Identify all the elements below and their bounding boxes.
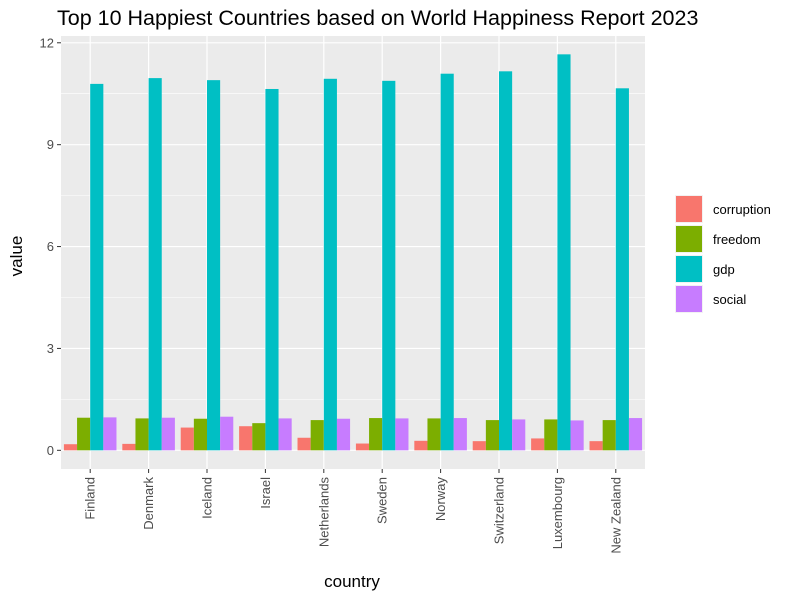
y-axis: 0 3 6 9 12	[40, 35, 61, 458]
x-tick-label: Finland	[83, 477, 98, 520]
legend-swatch-gdp	[676, 256, 702, 282]
legend-swatch-social	[676, 286, 702, 312]
bar-corruption	[180, 427, 194, 451]
bar-gdp	[440, 73, 454, 451]
x-tick-label: Denmark	[141, 477, 156, 530]
bar-freedom	[369, 418, 383, 451]
bar-social	[220, 416, 234, 451]
x-tick-label: Switzerland	[492, 477, 507, 544]
y-tick-label: 12	[40, 35, 54, 50]
bar-freedom	[193, 418, 207, 451]
y-tick-label: 3	[47, 341, 54, 356]
x-tick-label: Sweden	[375, 477, 390, 524]
legend-swatch-corruption	[676, 196, 702, 222]
bar-corruption	[297, 437, 311, 451]
bar-corruption	[472, 441, 486, 451]
bar-freedom	[77, 417, 91, 451]
bar-social	[512, 419, 526, 451]
y-tick-label: 6	[47, 239, 54, 254]
bar-freedom	[602, 420, 616, 451]
bar-corruption	[63, 444, 78, 451]
bar-gdp	[207, 80, 221, 451]
bar-corruption	[589, 441, 603, 451]
bar-corruption	[122, 443, 136, 451]
legend-label-social: social	[713, 292, 746, 307]
legend-label-corruption: corruption	[713, 202, 771, 217]
bar-gdp	[323, 78, 337, 451]
x-tick-label: Netherlands	[316, 477, 331, 548]
bar-corruption	[414, 440, 428, 451]
bar-gdp	[265, 88, 279, 451]
x-axis: Finland Denmark Iceland Israel Netherlands Sw…	[83, 469, 623, 554]
bar-corruption	[531, 438, 545, 451]
bar-freedom	[310, 420, 324, 451]
legend: corruption freedom gdp social	[675, 195, 771, 313]
bars	[63, 54, 643, 451]
bar-gdp	[90, 83, 104, 451]
bar-social	[395, 418, 409, 451]
bar-social	[336, 418, 351, 451]
bar-gdp	[148, 78, 162, 451]
bar-gdp	[499, 71, 513, 451]
x-tick-label: Israel	[258, 477, 273, 509]
y-axis-title: value	[7, 236, 26, 277]
bar-freedom	[485, 420, 499, 451]
bar-freedom	[544, 419, 558, 451]
bar-gdp	[382, 80, 396, 451]
x-tick-label: Iceland	[200, 477, 215, 519]
bar-corruption	[239, 426, 253, 451]
legend-label-freedom: freedom	[713, 232, 761, 247]
bar-gdp	[557, 54, 571, 451]
bar-social	[570, 420, 584, 451]
bar-freedom	[135, 418, 149, 451]
chart-title: Top 10 Happiest Countries based on World…	[57, 6, 699, 30]
y-tick-label: 0	[47, 443, 54, 458]
legend-swatch-freedom	[676, 226, 702, 252]
bar-social	[628, 418, 643, 451]
bar-social	[103, 417, 117, 451]
bar-social	[278, 418, 292, 451]
bar-freedom	[427, 418, 441, 451]
x-tick-label: New Zealand	[608, 477, 623, 554]
x-tick-label: Luxembourg	[550, 477, 565, 549]
bar-freedom	[252, 423, 266, 451]
bar-gdp	[615, 88, 629, 451]
legend-label-gdp: gdp	[713, 262, 735, 277]
bar-social	[453, 418, 467, 451]
x-tick-label: Norway	[433, 477, 448, 522]
bar-social	[161, 417, 175, 451]
y-tick-label: 9	[47, 137, 54, 152]
bar-corruption	[355, 443, 370, 451]
x-axis-title: country	[324, 572, 380, 591]
